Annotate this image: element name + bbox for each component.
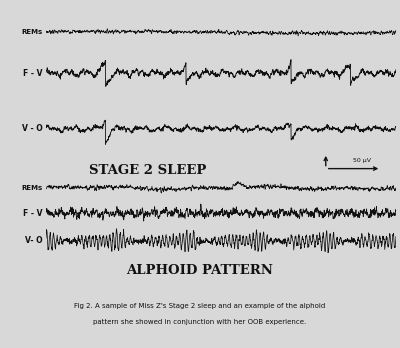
- Text: REMs: REMs: [21, 29, 42, 35]
- Text: Fig 2. A sample of Miss Z's Stage 2 sleep and an example of the alphoid: Fig 2. A sample of Miss Z's Stage 2 slee…: [74, 303, 326, 309]
- Text: REMs: REMs: [21, 185, 42, 191]
- Text: V - O: V - O: [22, 124, 42, 133]
- Text: F - V: F - V: [23, 69, 42, 78]
- Text: V- O: V- O: [25, 237, 42, 245]
- Text: pattern she showed in conjunction with her OOB experience.: pattern she showed in conjunction with h…: [93, 319, 307, 325]
- Text: F - V: F - V: [23, 209, 42, 218]
- Text: STAGE 2 SLEEP: STAGE 2 SLEEP: [89, 164, 207, 177]
- Text: ALPHOID PATTERN: ALPHOID PATTERN: [126, 264, 274, 277]
- Text: 1 Second: 1 Second: [353, 177, 382, 182]
- Text: 50 μV: 50 μV: [353, 158, 371, 163]
